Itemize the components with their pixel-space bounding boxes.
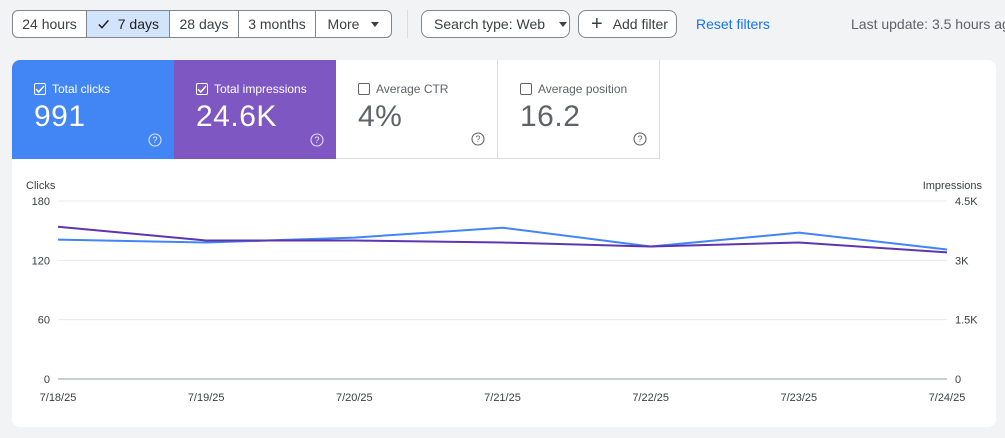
plus-icon: + [591, 13, 603, 35]
metric-value: 991 [34, 100, 86, 133]
svg-text:?: ? [637, 134, 642, 144]
reset-filters-link[interactable]: Reset filters [696, 16, 770, 32]
dropdown-caret-icon [559, 21, 568, 27]
toolbar-divider [407, 10, 408, 38]
y-right-tick-label: 0 [955, 374, 961, 386]
date-range-selector: 24 hours 7 days 28 days 3 months More [12, 10, 392, 38]
help-icon[interactable]: ? [310, 133, 324, 147]
metric-value: 4% [358, 100, 403, 133]
search-type-dropdown[interactable]: Search type: Web [421, 10, 570, 38]
range-28-days-button[interactable]: 28 days [170, 11, 239, 37]
metric-total-impressions[interactable]: Total impressions 24.6K ? [174, 60, 336, 159]
range-more-dropdown[interactable]: More [316, 11, 391, 37]
range-3-months-button[interactable]: 3 months [239, 11, 316, 37]
performance-card: Total clicks 991 ? Total impressions 24.… [12, 60, 996, 427]
metric-value: 16.2 [520, 100, 581, 133]
left-axis-title: Clicks [26, 180, 56, 192]
metric-label: Total clicks [52, 82, 111, 96]
x-tick-label: 7/19/25 [188, 392, 225, 404]
metric-average-ctr[interactable]: Average CTR 4% ? [336, 60, 498, 159]
svg-text:?: ? [314, 135, 319, 145]
checkbox-unchecked-icon[interactable] [358, 83, 370, 95]
last-update-text: Last update: 3.5 hours ago [851, 16, 1005, 32]
checkbox-checked-icon[interactable] [34, 83, 46, 95]
metric-label: Total impressions [214, 82, 307, 96]
checkbox-checked-icon[interactable] [196, 83, 208, 95]
clicks-series-line [57, 226, 948, 251]
x-tick-label: 7/23/25 [780, 392, 817, 404]
x-tick-label: 7/21/25 [484, 392, 521, 404]
y-right-tick-label: 3K [955, 255, 969, 267]
metric-total-clicks[interactable]: Total clicks 991 ? [12, 60, 174, 159]
y-left-tick-label: 0 [44, 374, 50, 386]
metric-label: Average CTR [376, 82, 449, 96]
y-right-tick-label: 1.5K [955, 315, 978, 327]
help-icon[interactable]: ? [471, 132, 485, 146]
y-left-tick-label: 120 [32, 255, 50, 267]
metric-label: Average position [538, 82, 628, 96]
x-tick-label: 7/20/25 [336, 392, 373, 404]
range-24-hours-button[interactable]: 24 hours [13, 11, 87, 37]
y-left-tick-label: 180 [32, 196, 50, 208]
x-tick-label: 7/22/25 [632, 392, 669, 404]
filter-bar: 24 hours 7 days 28 days 3 months More Se… [0, 0, 1005, 48]
checkbox-unchecked-icon[interactable] [520, 83, 532, 95]
performance-line-chart: 180 4.5K 120 3K 60 1.5K 0 0 7/18/25 7/19/25 7/20/2… [32, 196, 979, 404]
metric-average-position[interactable]: Average position 16.2 ? [498, 60, 660, 159]
right-axis-title: Impressions [922, 180, 982, 192]
impressions-series-line [57, 225, 948, 254]
metric-value: 24.6K [196, 100, 277, 133]
range-7-days-button[interactable]: 7 days [87, 11, 170, 37]
add-filter-button[interactable]: + Add filter [578, 10, 677, 38]
svg-text:?: ? [152, 135, 157, 145]
help-icon[interactable]: ? [148, 133, 162, 147]
y-right-tick-label: 4.5K [955, 196, 978, 208]
x-tick-label: 7/24/25 [929, 392, 966, 404]
help-icon[interactable]: ? [633, 132, 647, 146]
svg-text:?: ? [475, 134, 480, 144]
dropdown-caret-icon [371, 21, 380, 27]
y-left-tick-label: 60 [38, 315, 50, 327]
x-tick-label: 7/18/25 [40, 392, 77, 404]
check-icon [98, 19, 109, 29]
